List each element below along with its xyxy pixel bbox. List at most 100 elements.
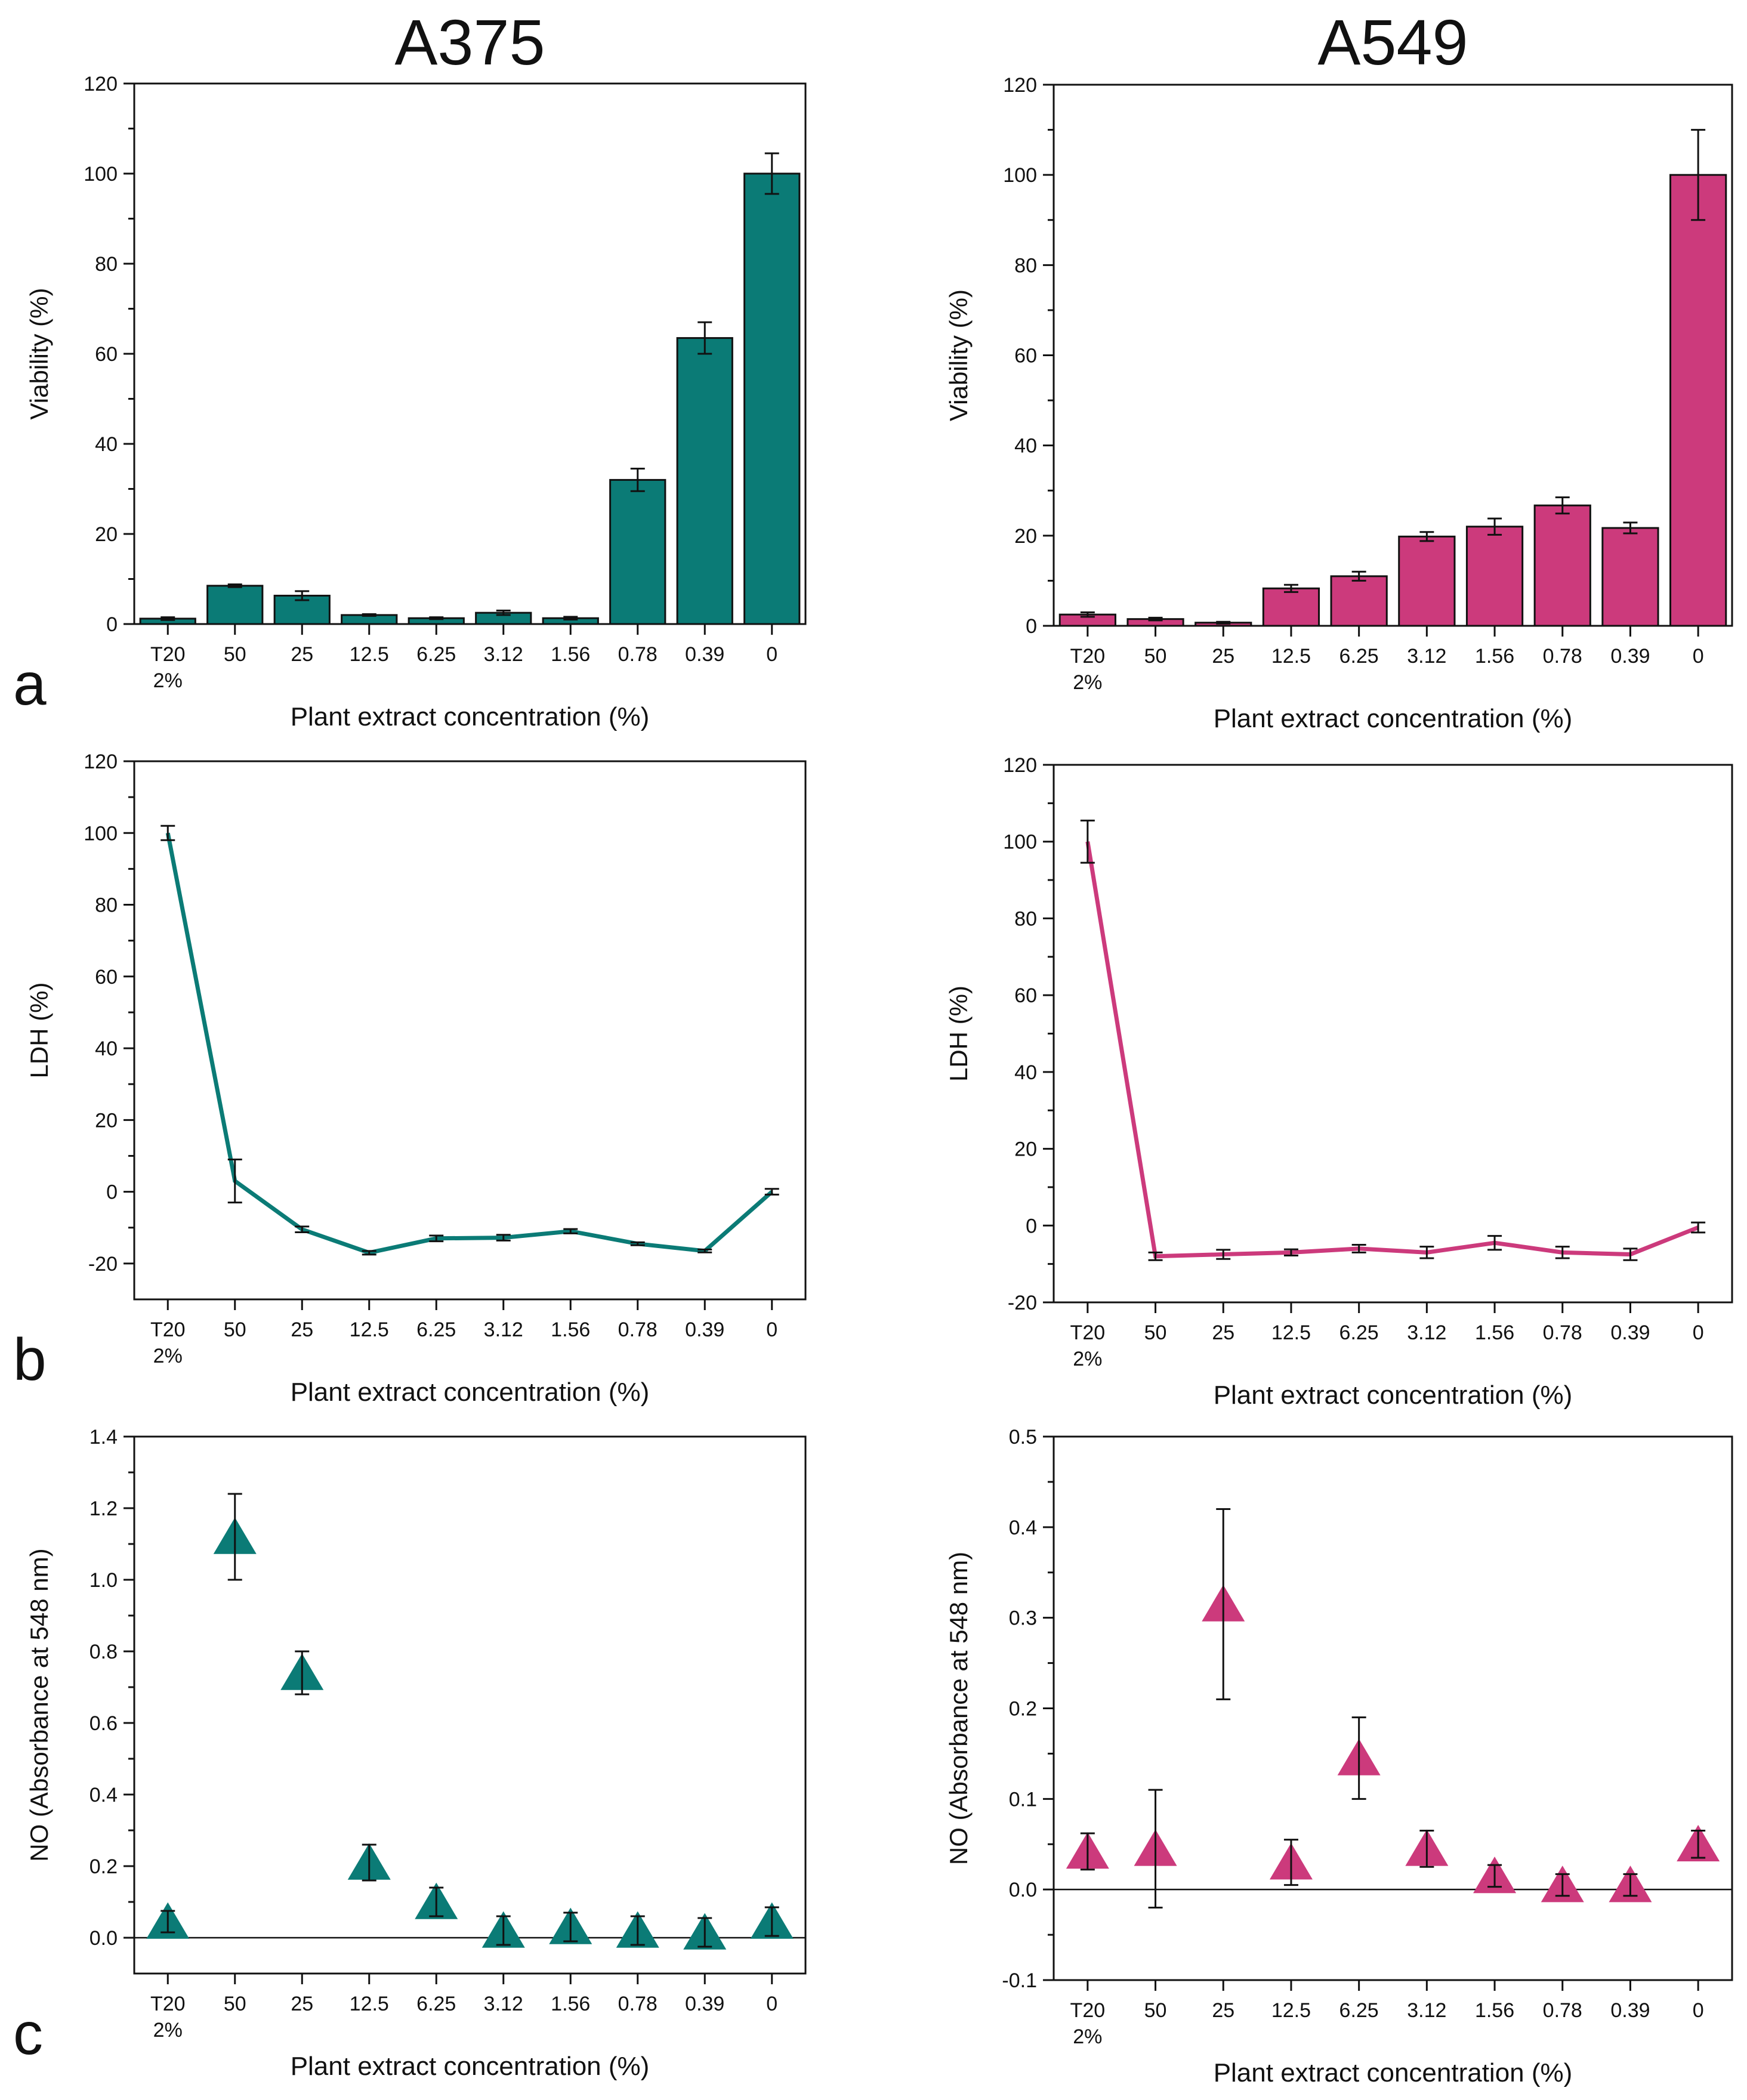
x-tick-label-line: 2% (153, 1345, 183, 1367)
panel-label: b (13, 1326, 47, 1393)
x-tick-label: 0.78 (1543, 1321, 1582, 1344)
x-tick-label-line: 50 (1144, 1321, 1167, 1344)
x-tick-label-line: 0 (766, 643, 777, 666)
y-axis-label: NO (Absorbance at 548 nm) (945, 1552, 973, 1865)
x-tick-label: T20 2% (1070, 1321, 1106, 1370)
x-tick-label-line: 25 (291, 1993, 313, 2015)
x-tick-label-line: 50 (224, 1318, 246, 1341)
x-tick-label-line: T20 (1070, 1999, 1106, 2022)
y-axis-label: NO (Absorbance at 548 nm) (25, 1548, 53, 1861)
x-tick-label-line: 2% (153, 669, 183, 692)
x-tick-label-line: 1.56 (1475, 645, 1514, 668)
x-tick-label-line: 25 (291, 1318, 313, 1341)
x-tick-label-line: 0.78 (618, 643, 658, 666)
x-tick-label: 0.39 (1610, 645, 1650, 668)
x-tick-label-line: 6.25 (416, 1993, 456, 2015)
y-tick-label: -20 (88, 1253, 118, 1276)
x-axis-label: Plant extract concentration (%) (1214, 1381, 1573, 1410)
x-tick-label: 25 (291, 1993, 313, 2015)
x-tick-label: 0.78 (618, 1993, 658, 2015)
y-axis-label: Viability (%) (25, 288, 53, 420)
x-tick-label: 1.56 (551, 643, 590, 666)
x-tick-label-line: 3.12 (1407, 1321, 1446, 1344)
x-tick-label-line: 50 (1144, 1999, 1167, 2022)
x-tick-label-line: 0.39 (1610, 1321, 1650, 1344)
x-tick-label-line: T20 (150, 643, 186, 666)
x-tick-label-line: 1.56 (551, 1993, 590, 2015)
x-tick-label: 50 (224, 1318, 246, 1341)
bar (1601, 527, 1659, 627)
x-tick-label: 25 (291, 1318, 313, 1341)
series-line (165, 832, 774, 1255)
x-tick-label-line: 0 (766, 1318, 777, 1341)
x-tick-label: 6.25 (1339, 645, 1379, 668)
plot-frame (133, 760, 807, 1301)
y-tick-label: 40 (1014, 1061, 1037, 1084)
y-tick-label: 60 (95, 966, 118, 989)
x-tick-label-line: 2% (1073, 671, 1102, 694)
x-tick-label-line: 0.39 (685, 1318, 724, 1341)
x-tick-label: 12.5 (350, 643, 389, 666)
x-tick-label-line: 12.5 (350, 1318, 389, 1341)
bar (1262, 587, 1320, 627)
bar (1465, 526, 1524, 627)
y-axis-label: LDH (%) (945, 986, 973, 1082)
y-tick-label: -0.1 (1002, 1969, 1037, 1992)
x-tick-label: 12.5 (350, 1318, 389, 1341)
x-tick-label: 3.12 (1407, 1321, 1446, 1344)
bar (609, 478, 666, 625)
y-tick-label: 120 (84, 73, 118, 95)
y-tick-label: 80 (1014, 907, 1037, 930)
y-tick-label: 0.8 (89, 1641, 118, 1663)
x-tick-label: 0 (1693, 1999, 1704, 2022)
x-tick-label-line: 1.56 (551, 1318, 590, 1341)
x-axis-label: Plant extract concentration (%) (291, 1378, 650, 1407)
x-tick-label-line: 0.78 (1543, 645, 1582, 668)
x-tick-label-line: 2% (1073, 1348, 1102, 1370)
x-tick-label-line: T20 (150, 1318, 186, 1341)
panel-label: c (13, 2000, 43, 2067)
y-tick-label: 0 (106, 1181, 118, 1204)
x-tick-label: 0 (766, 643, 777, 666)
x-tick-label-line: 6.25 (416, 1318, 456, 1341)
y-tick-label: 20 (1014, 1138, 1037, 1161)
y-tick-label: 0.4 (89, 1784, 118, 1806)
x-tick-label-line: 3.12 (484, 1993, 523, 2015)
y-tick-label: 80 (95, 894, 118, 917)
x-tick-label: 0.39 (685, 1993, 724, 2015)
x-tick-label: 0.78 (618, 643, 658, 666)
x-tick-label-line: 3.12 (1407, 1999, 1446, 2022)
y-tick-label: 0.6 (89, 1712, 118, 1735)
y-tick-label: 60 (1014, 345, 1037, 368)
x-tick-label: 6.25 (1339, 1321, 1379, 1344)
x-tick-label: T20 2% (1070, 645, 1106, 694)
x-tick-label-line: 0.78 (1543, 1999, 1582, 2022)
x-tick-label: 50 (1144, 645, 1167, 668)
y-tick-label: 40 (95, 433, 118, 456)
y-tick-label: 0.4 (1009, 1517, 1037, 1539)
x-tick-label: 12.5 (1271, 645, 1311, 668)
x-tick-label: 12.5 (1271, 1321, 1311, 1344)
x-tick-label: 1.56 (1475, 1321, 1514, 1344)
x-tick-label: 0.39 (1610, 1321, 1650, 1344)
x-tick-label-line: 25 (1212, 1321, 1234, 1344)
x-tick-label: 0.78 (618, 1318, 658, 1341)
x-tick-label-line: 3.12 (484, 1318, 523, 1341)
x-tick-label-line: 6.25 (1339, 1999, 1379, 2022)
panel-label: a (13, 651, 47, 718)
x-tick-label: 3.12 (484, 643, 523, 666)
x-tick-label: 25 (1212, 1321, 1234, 1344)
y-tick-label: 0.5 (1009, 1426, 1037, 1449)
x-tick-label-line: 0.39 (685, 1993, 724, 2015)
x-tick-label: 0.39 (685, 1318, 724, 1341)
y-tick-label: 0.3 (1009, 1607, 1037, 1630)
x-tick-label-line: 12.5 (1271, 1999, 1311, 2022)
x-tick-label: 1.56 (1475, 1999, 1514, 2022)
y-tick-label: 40 (1014, 435, 1037, 458)
x-tick-label: 50 (1144, 1321, 1167, 1344)
bar (743, 172, 801, 625)
x-tick-label: 12.5 (1271, 1999, 1311, 2022)
